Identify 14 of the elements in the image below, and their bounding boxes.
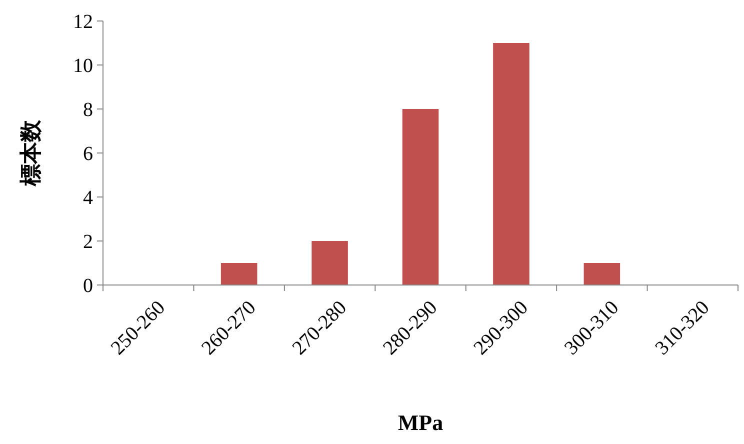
y-tick-label: 4 xyxy=(83,187,93,209)
y-tick-label: 2 xyxy=(83,231,93,253)
y-tick-label: 12 xyxy=(73,11,93,33)
x-axis-title: MPa xyxy=(398,410,444,435)
bar xyxy=(493,43,530,285)
bar xyxy=(220,263,258,285)
y-axis-title: 標本数 xyxy=(18,119,43,187)
bar xyxy=(584,263,620,285)
bar xyxy=(402,109,439,285)
y-tick-label: 8 xyxy=(83,99,93,121)
y-tick-label: 10 xyxy=(73,55,93,77)
y-tick-label: 0 xyxy=(83,275,93,297)
y-tick-label: 6 xyxy=(83,143,93,165)
bar xyxy=(312,241,348,285)
